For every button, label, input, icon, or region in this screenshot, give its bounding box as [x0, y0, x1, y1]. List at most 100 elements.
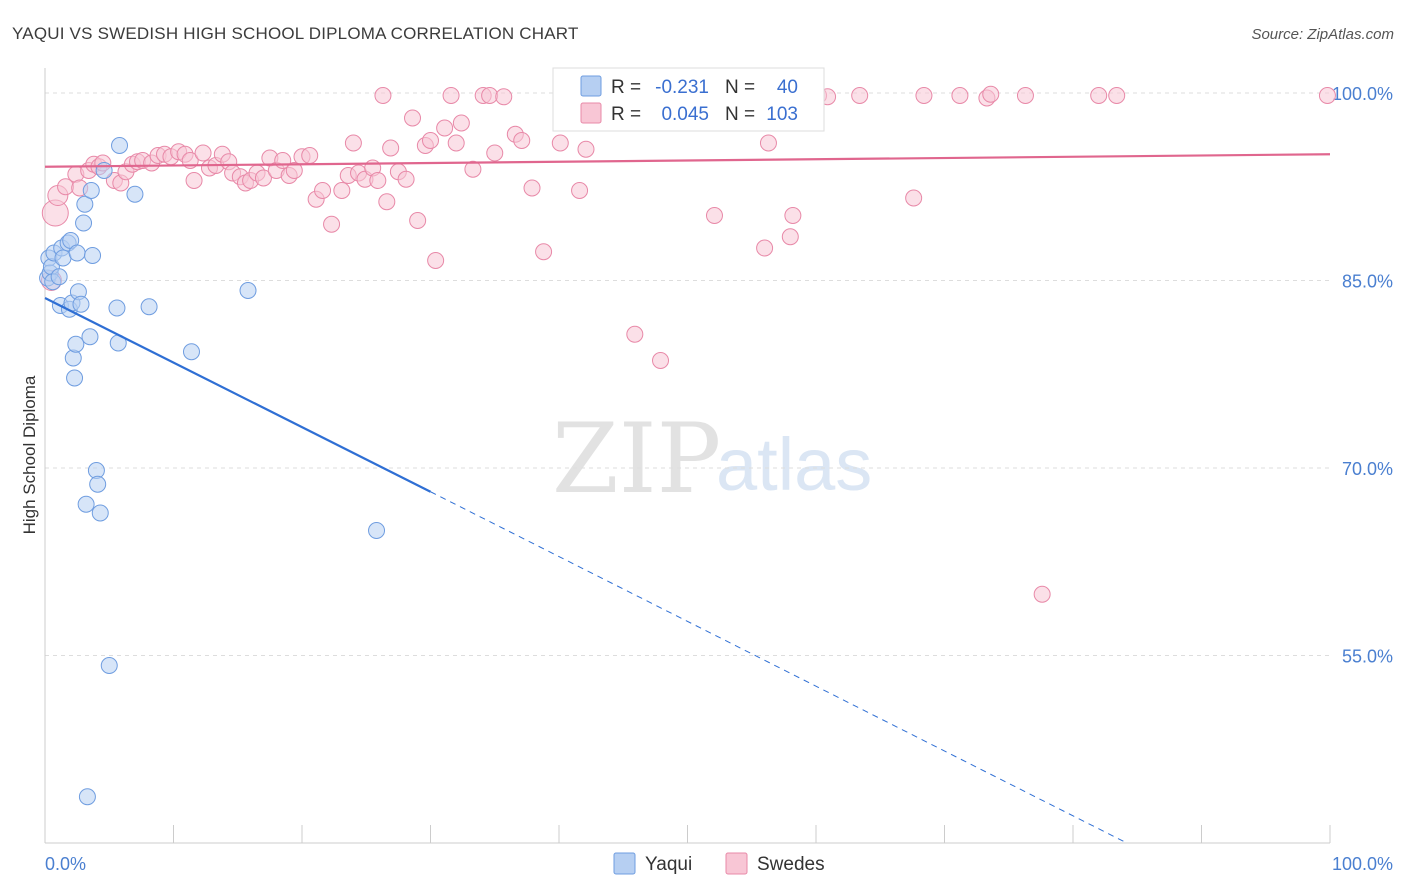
- swedes-point: [705, 207, 723, 224]
- swedes-point: [851, 87, 869, 104]
- swedes-n-label: N =: [725, 104, 755, 125]
- swedes-point: [905, 189, 923, 207]
- swedes-point: [481, 87, 499, 104]
- yaqui-point: [76, 195, 94, 213]
- legend-yaqui-label: Yaqui: [645, 854, 692, 875]
- yaqui-point: [72, 295, 90, 313]
- swedes-point: [464, 160, 482, 178]
- swedes-point: [442, 87, 460, 104]
- yaqui-point: [66, 369, 84, 387]
- swedes-point: [409, 212, 427, 229]
- yaqui-r-label: R =: [611, 77, 641, 98]
- y-axis-tick-labels: 100.0% 85.0% 70.0% 55.0%: [1332, 84, 1393, 667]
- swedes-point: [513, 132, 531, 149]
- yaqui-point: [67, 335, 85, 353]
- swedes-point: [626, 325, 644, 343]
- swedes-point: [344, 134, 362, 152]
- yaqui-point: [78, 788, 96, 806]
- yaqui-n-label: N =: [725, 77, 755, 98]
- yaqui-point: [108, 299, 126, 317]
- yaqui-point: [54, 249, 72, 267]
- yaqui-point: [89, 475, 107, 493]
- swedes-point: [535, 243, 553, 261]
- watermark-atlas: atlas: [716, 423, 872, 506]
- chart-title: YAQUI VS SWEDISH HIGH SCHOOL DIPLOMA COR…: [12, 24, 579, 43]
- swedes-swatch: [580, 102, 602, 124]
- swedes-point: [378, 193, 396, 211]
- x-tick-label-min: 0.0%: [45, 854, 86, 874]
- series-yaqui: [39, 137, 386, 806]
- yaqui-n-value: 40: [777, 77, 798, 98]
- yaqui-point: [64, 349, 82, 367]
- swedes-point: [1108, 87, 1126, 104]
- swedes-point: [915, 87, 933, 104]
- swedes-point: [652, 352, 670, 369]
- swedes-point: [452, 114, 470, 132]
- watermark: ZIP atlas: [552, 403, 872, 515]
- swedes-point: [784, 207, 802, 224]
- x-tick-label-max: 100.0%: [1332, 854, 1393, 874]
- swedes-point: [422, 132, 439, 149]
- swedes-point: [301, 147, 319, 164]
- y-axis-label: High School Diploma: [20, 375, 39, 534]
- y-tick-label: 100.0%: [1332, 84, 1393, 104]
- yaqui-swatch: [580, 75, 602, 97]
- swedes-point: [185, 172, 203, 189]
- swedes-point: [333, 182, 351, 199]
- swedes-point: [323, 215, 341, 233]
- trend-lines: [44, 153, 1331, 843]
- legend-yaqui-swatch: [613, 852, 636, 875]
- yaqui-point: [81, 328, 99, 346]
- swedes-point: [285, 162, 303, 179]
- swedes-point: [382, 139, 400, 157]
- yaqui-trend-extension: [430, 491, 1125, 843]
- swedes-point: [781, 228, 799, 246]
- swedes-point: [756, 239, 774, 257]
- yaqui-point: [95, 162, 113, 179]
- swedes-point: [436, 119, 454, 137]
- swedes-r-value: 0.045: [661, 104, 709, 125]
- swedes-point: [523, 179, 541, 197]
- yaqui-point: [82, 182, 100, 199]
- watermark-zip: ZIP: [552, 403, 721, 515]
- yaqui-point: [100, 657, 118, 674]
- swedes-point: [982, 85, 1000, 103]
- swedes-point: [571, 182, 589, 199]
- yaqui-point: [75, 214, 93, 232]
- bottom-legend: Yaqui Swedes: [613, 852, 825, 875]
- y-tick-label: 70.0%: [1342, 459, 1393, 479]
- swedes-point: [951, 87, 969, 104]
- swedes-point: [447, 134, 465, 152]
- legend-swedes-swatch: [725, 852, 748, 875]
- swedes-point: [1318, 87, 1336, 104]
- swedes-point: [551, 134, 569, 152]
- yaqui-r-value: -0.231: [655, 77, 709, 98]
- yaqui-trend-line: [44, 297, 431, 493]
- legend-swedes-label: Swedes: [757, 854, 825, 875]
- yaqui-point: [239, 282, 257, 299]
- x-axis-ticks: [44, 825, 1331, 843]
- y-tick-label: 55.0%: [1342, 647, 1393, 667]
- yaqui-point: [182, 343, 200, 361]
- series-swedes: [40, 85, 1336, 603]
- swedes-point: [254, 169, 272, 187]
- swedes-point: [194, 144, 212, 162]
- swedes-trend-line: [44, 153, 1331, 168]
- chart-source: Source: ZipAtlas.com: [1251, 26, 1394, 43]
- yaqui-point: [84, 247, 102, 264]
- swedes-point: [495, 88, 513, 106]
- swedes-point: [1033, 585, 1051, 603]
- yaqui-point: [111, 137, 129, 154]
- yaqui-point: [68, 244, 86, 262]
- swedes-point: [369, 172, 387, 189]
- swedes-point: [1016, 87, 1034, 104]
- swedes-point: [577, 140, 595, 158]
- yaqui-point: [126, 185, 144, 203]
- swedes-point: [314, 182, 332, 199]
- yaqui-point: [368, 522, 386, 539]
- yaqui-point: [91, 504, 109, 522]
- stats-legend: R = -0.231 N = 40 R = 0.045 N = 103: [552, 67, 825, 132]
- swedes-point: [1090, 87, 1108, 104]
- swedes-point: [486, 144, 504, 162]
